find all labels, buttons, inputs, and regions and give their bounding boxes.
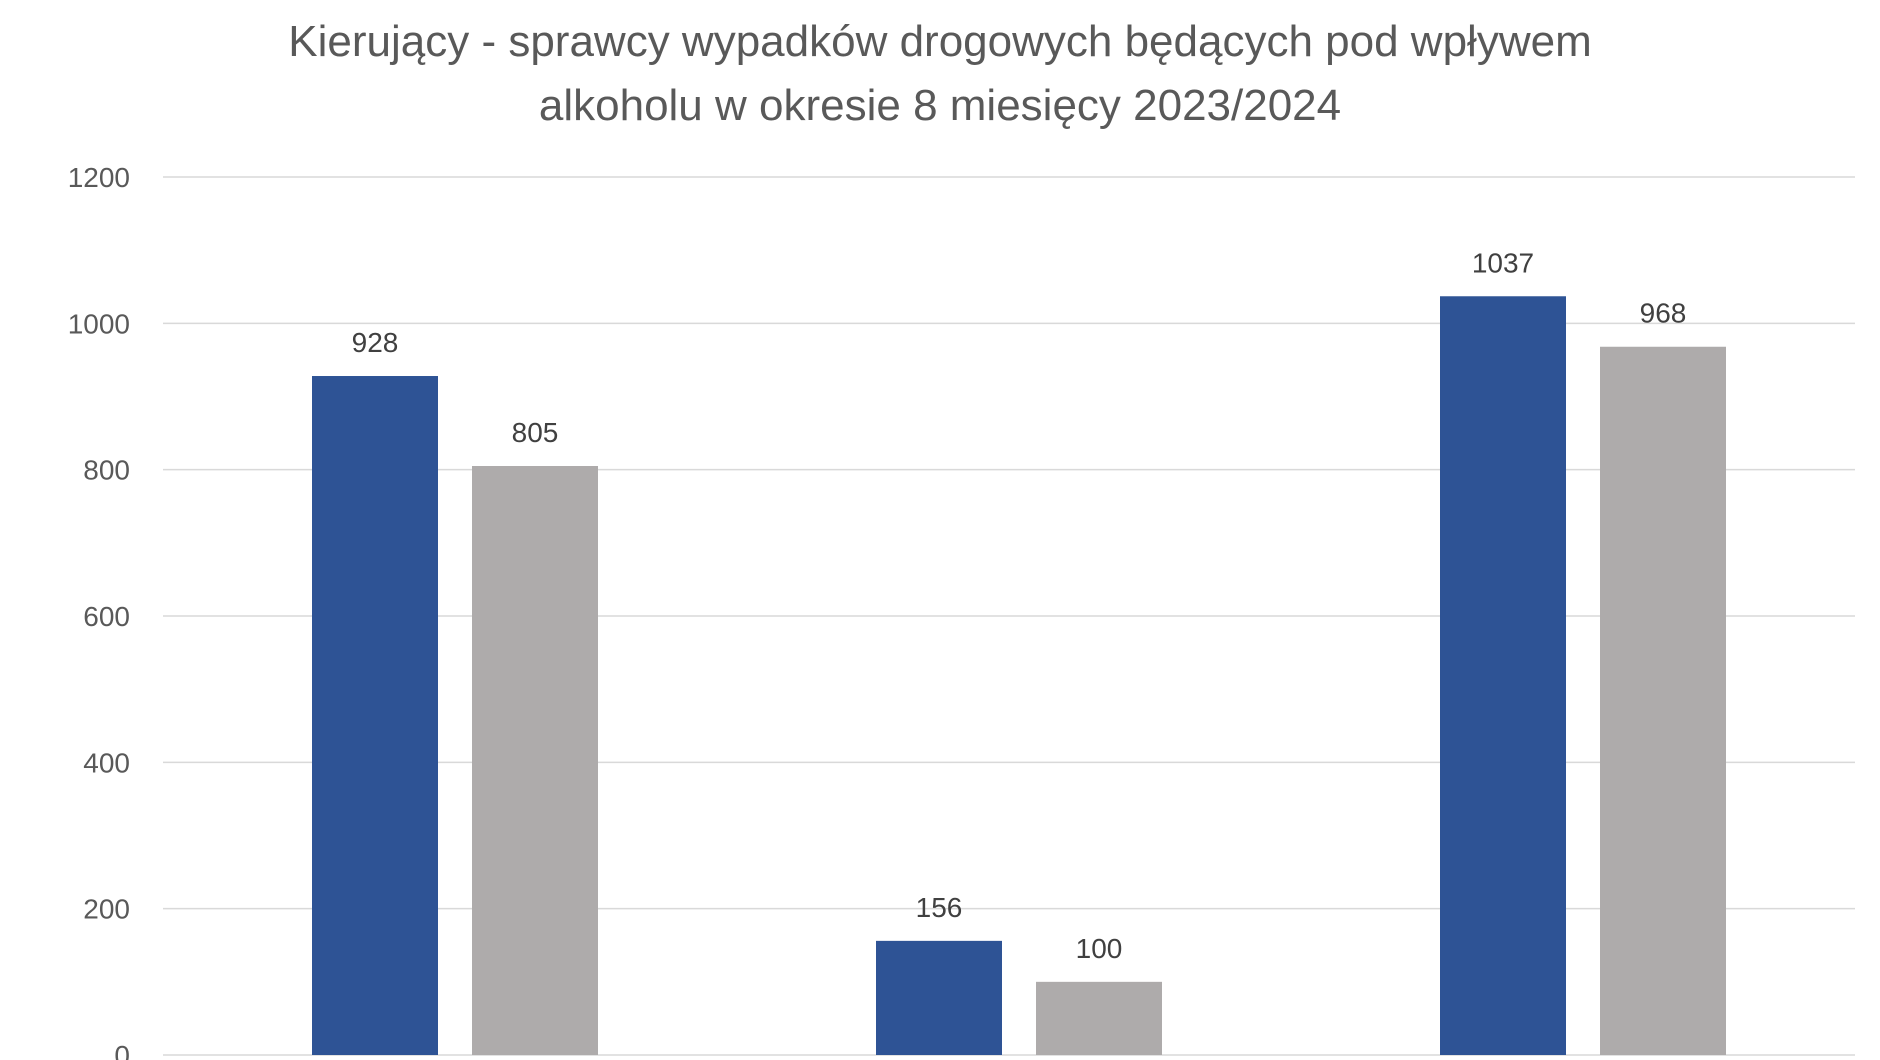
bar	[1440, 296, 1566, 1055]
data-label: 156	[916, 892, 963, 923]
y-tick-label: 400	[83, 747, 130, 778]
bar	[1036, 981, 1162, 1055]
bar	[1600, 346, 1726, 1055]
bar	[876, 940, 1002, 1055]
data-label: 928	[352, 327, 399, 358]
y-tick-label: 1200	[68, 162, 130, 193]
y-tick-label: 200	[83, 894, 130, 925]
chart-title: Kierujący - sprawcy wypadków drogowych b…	[0, 10, 1880, 138]
y-tick-label: 600	[83, 601, 130, 632]
data-label: 968	[1640, 298, 1687, 329]
y-tick-label: 0	[114, 1040, 130, 1060]
data-label: 805	[512, 417, 559, 448]
y-tick-label: 800	[83, 455, 130, 486]
chart-title-line-2: alkoholu w okresie 8 miesięcy 2023/2024	[538, 81, 1342, 130]
chart-title-line-1: Kierujący - sprawcy wypadków drogowych b…	[288, 17, 1592, 66]
data-label: 100	[1076, 933, 1123, 964]
y-tick-label: 1000	[68, 308, 130, 339]
bar	[472, 466, 598, 1056]
data-label: 1037	[1472, 247, 1534, 278]
bar	[312, 376, 438, 1056]
